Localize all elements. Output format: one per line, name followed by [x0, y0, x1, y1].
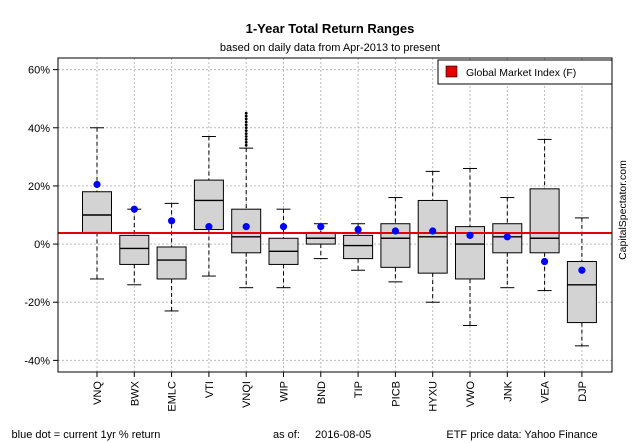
outlier-point [244, 129, 248, 133]
grid [58, 58, 612, 372]
box-series [82, 111, 597, 347]
outlier-point [244, 123, 248, 127]
x-tick-label: VTI [204, 381, 216, 398]
box-vti [193, 136, 224, 277]
footer-right: ETF price data: Yahoo Finance [446, 429, 597, 441]
y-tick-label: 40% [28, 123, 50, 135]
box-iqr [343, 234, 374, 260]
x-tick-label: BND [316, 381, 328, 404]
box-vnqi [231, 111, 262, 289]
current-return-dot [205, 223, 213, 231]
current-return-dot [429, 227, 437, 235]
current-return-dot [391, 227, 399, 235]
box-hyxu [417, 170, 448, 303]
y-tick-label: -40% [24, 355, 50, 367]
x-tick-label: WIP [279, 381, 291, 402]
box-iqr [82, 191, 112, 233]
x-tick-label: EMLC [167, 381, 179, 412]
chart-title: 1-Year Total Return Ranges [246, 21, 415, 36]
footer-asof-value: 2016-08-05 [315, 429, 371, 441]
box-bwx [119, 208, 150, 286]
y-tick-label: -20% [24, 297, 50, 309]
footer-left: blue dot = current 1yr % return [12, 429, 161, 441]
box-bnd [305, 223, 336, 260]
current-return-dot [466, 231, 474, 239]
current-return-dot [503, 233, 511, 241]
x-tick-label: TIP [353, 381, 365, 398]
box-wip [268, 208, 299, 289]
y-tick-label: 60% [28, 65, 50, 77]
current-return-dots [93, 180, 586, 274]
box-iqr [231, 208, 262, 254]
box-iqr [156, 246, 187, 280]
x-tick-label: JNK [502, 380, 514, 401]
current-return-dot [317, 223, 325, 231]
x-tick-label: VWO [465, 381, 477, 408]
box-iqr [119, 234, 150, 265]
x-tick-label: DJP [577, 381, 589, 402]
outlier-point [244, 135, 248, 138]
x-tick-label: PICB [390, 381, 402, 407]
x-axis: VNQ BWX EMLC VTI VNQI WIP BND TIP PICB HYXU VWO JNK… [92, 372, 589, 412]
legend: Global Market Index (F) [437, 59, 613, 85]
outlier-point [244, 143, 248, 147]
box-vnq [82, 127, 112, 280]
y-axis: -40% -20% 0% 20% 40% 60% [24, 65, 58, 367]
box-iqr [529, 188, 560, 254]
current-return-dot [578, 266, 586, 274]
current-return-dot [130, 205, 138, 213]
legend-box [437, 59, 613, 85]
outlier-point [244, 114, 248, 118]
x-tick-label: BWX [129, 380, 141, 406]
current-return-dot [242, 223, 250, 231]
footer-asof-label: as of: [273, 429, 300, 441]
outlier-point [244, 132, 248, 135]
current-return-dot [279, 223, 288, 231]
current-return-dot [541, 257, 549, 266]
outlier-point [244, 111, 248, 115]
y-tick-label: 0% [34, 239, 50, 251]
legend-label: Global Market Index (F) [466, 67, 576, 79]
x-tick-label: VEA [540, 380, 552, 403]
box-jnk [492, 197, 523, 289]
box-tip [343, 223, 374, 271]
outlier-point [244, 126, 248, 130]
box-iqr [492, 223, 523, 254]
outlier-point [244, 117, 248, 121]
current-return-dot [354, 225, 362, 234]
x-tick-label: VNQ [92, 381, 104, 405]
x-tick-label: HYXU [428, 381, 440, 412]
current-return-dot [93, 180, 101, 189]
box-vea [529, 138, 560, 292]
box-djp [566, 217, 597, 347]
chart-subtitle: based on daily data from Apr-2013 to pre… [220, 42, 440, 54]
x-tick-label: VNQI [241, 381, 253, 408]
plot-frame [57, 57, 613, 373]
outlier-point [244, 138, 248, 141]
outlier-point [244, 140, 248, 144]
box-iqr [193, 179, 224, 231]
outlier-point [244, 120, 248, 124]
box-emlc [156, 202, 187, 312]
current-return-dot [168, 217, 176, 225]
watermark: CapitalSpectator.com [617, 160, 629, 260]
legend-swatch [445, 65, 458, 78]
y-tick-label: 20% [28, 181, 50, 193]
